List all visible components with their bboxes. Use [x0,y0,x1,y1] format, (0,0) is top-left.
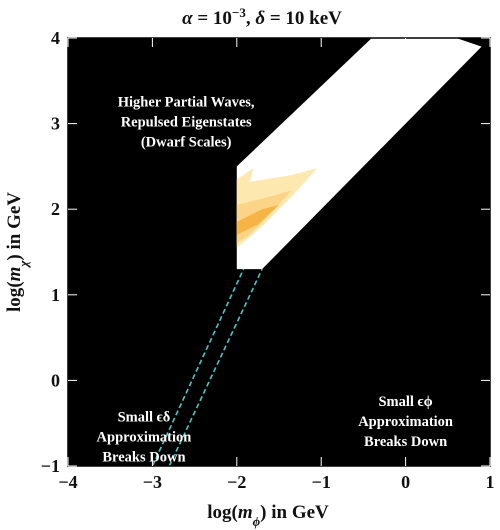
contour-layer [236,168,317,248]
annotation-layer: Higher Partial Waves, Repulsed Eigenstate… [97,94,453,465]
y-tick-label: 4 [51,28,60,48]
x-tick-label: −4 [58,472,77,492]
title-delta-symbol: δ [255,8,265,29]
y-axis-label-var: m [4,267,25,282]
title-alpha-exponent: −3 [232,5,246,20]
x-axis-label-prefix: log( [207,502,238,523]
x-axis-label-suffix: ) in GeV [260,502,329,523]
annotation-2-line-2: Approximation [97,429,192,445]
x-tick-label: −3 [143,472,162,492]
x-tick-label: 1 [486,472,495,492]
dashed-boundary-1 [151,268,245,467]
annotation-3-line-3: Breaks Down [364,434,447,450]
annotation-2-line-1: Small ϵδ [118,409,171,425]
dashed-line-layer [151,268,263,467]
y-tick-label: 1 [51,285,60,305]
annotation-3-line-2: Approximation [358,414,453,430]
y-axis-label-sub: χ [16,260,31,269]
chart-title: α = 10−3, δ = 10 keV [182,5,342,30]
annotation-1-line-3: (Dwarf Scales) [141,134,232,150]
annotation-1-line-1: Higher Partial Waves, [118,94,255,110]
annotation-1-line-2: Repulsed Eigenstates [121,114,252,130]
x-tick-label: −2 [227,472,246,492]
title-delta-equals: = 10 keV [265,8,342,29]
dashed-boundary-2 [168,268,263,467]
y-tick-label: 2 [51,199,60,219]
y-axis-label: log(mχ) in GeV [4,192,31,312]
annotation-3-line-1: Small ϵϕ [378,394,432,410]
title-separator: , [246,8,256,29]
allowed-region-layer [236,38,482,270]
annotation-2-line-3: Breaks Down [102,449,185,465]
contour-outer [236,168,317,248]
y-tick-label: 3 [51,114,60,134]
x-axis-label-sub: ϕ [253,514,261,529]
y-axis-label-prefix: log( [4,281,25,312]
x-axis-label: log(mϕ) in GeV [207,502,329,529]
x-tick-label: 0 [401,472,410,492]
contour-inner [236,204,279,235]
tick-layer: −4 −3 −2 −1 0 1 −1 0 1 2 3 4 [41,28,495,492]
annotation-2: Small ϵδ Approximation Breaks Down [97,409,192,465]
x-axis-label-var: m [238,502,253,523]
annotation-3: Small ϵϕ Approximation Breaks Down [358,394,453,450]
title-alpha-symbol: α [182,8,193,29]
annotation-1: Higher Partial Waves, Repulsed Eigenstate… [118,94,255,150]
y-tick-label: 0 [51,370,60,390]
y-tick-label: −1 [41,456,60,476]
plot-frame [67,37,491,467]
x-tick-label: −1 [312,472,331,492]
allowed-region [236,38,482,270]
y-axis-label-suffix: ) in GeV [4,192,25,261]
title-alpha-equals: = 10 [193,8,232,29]
